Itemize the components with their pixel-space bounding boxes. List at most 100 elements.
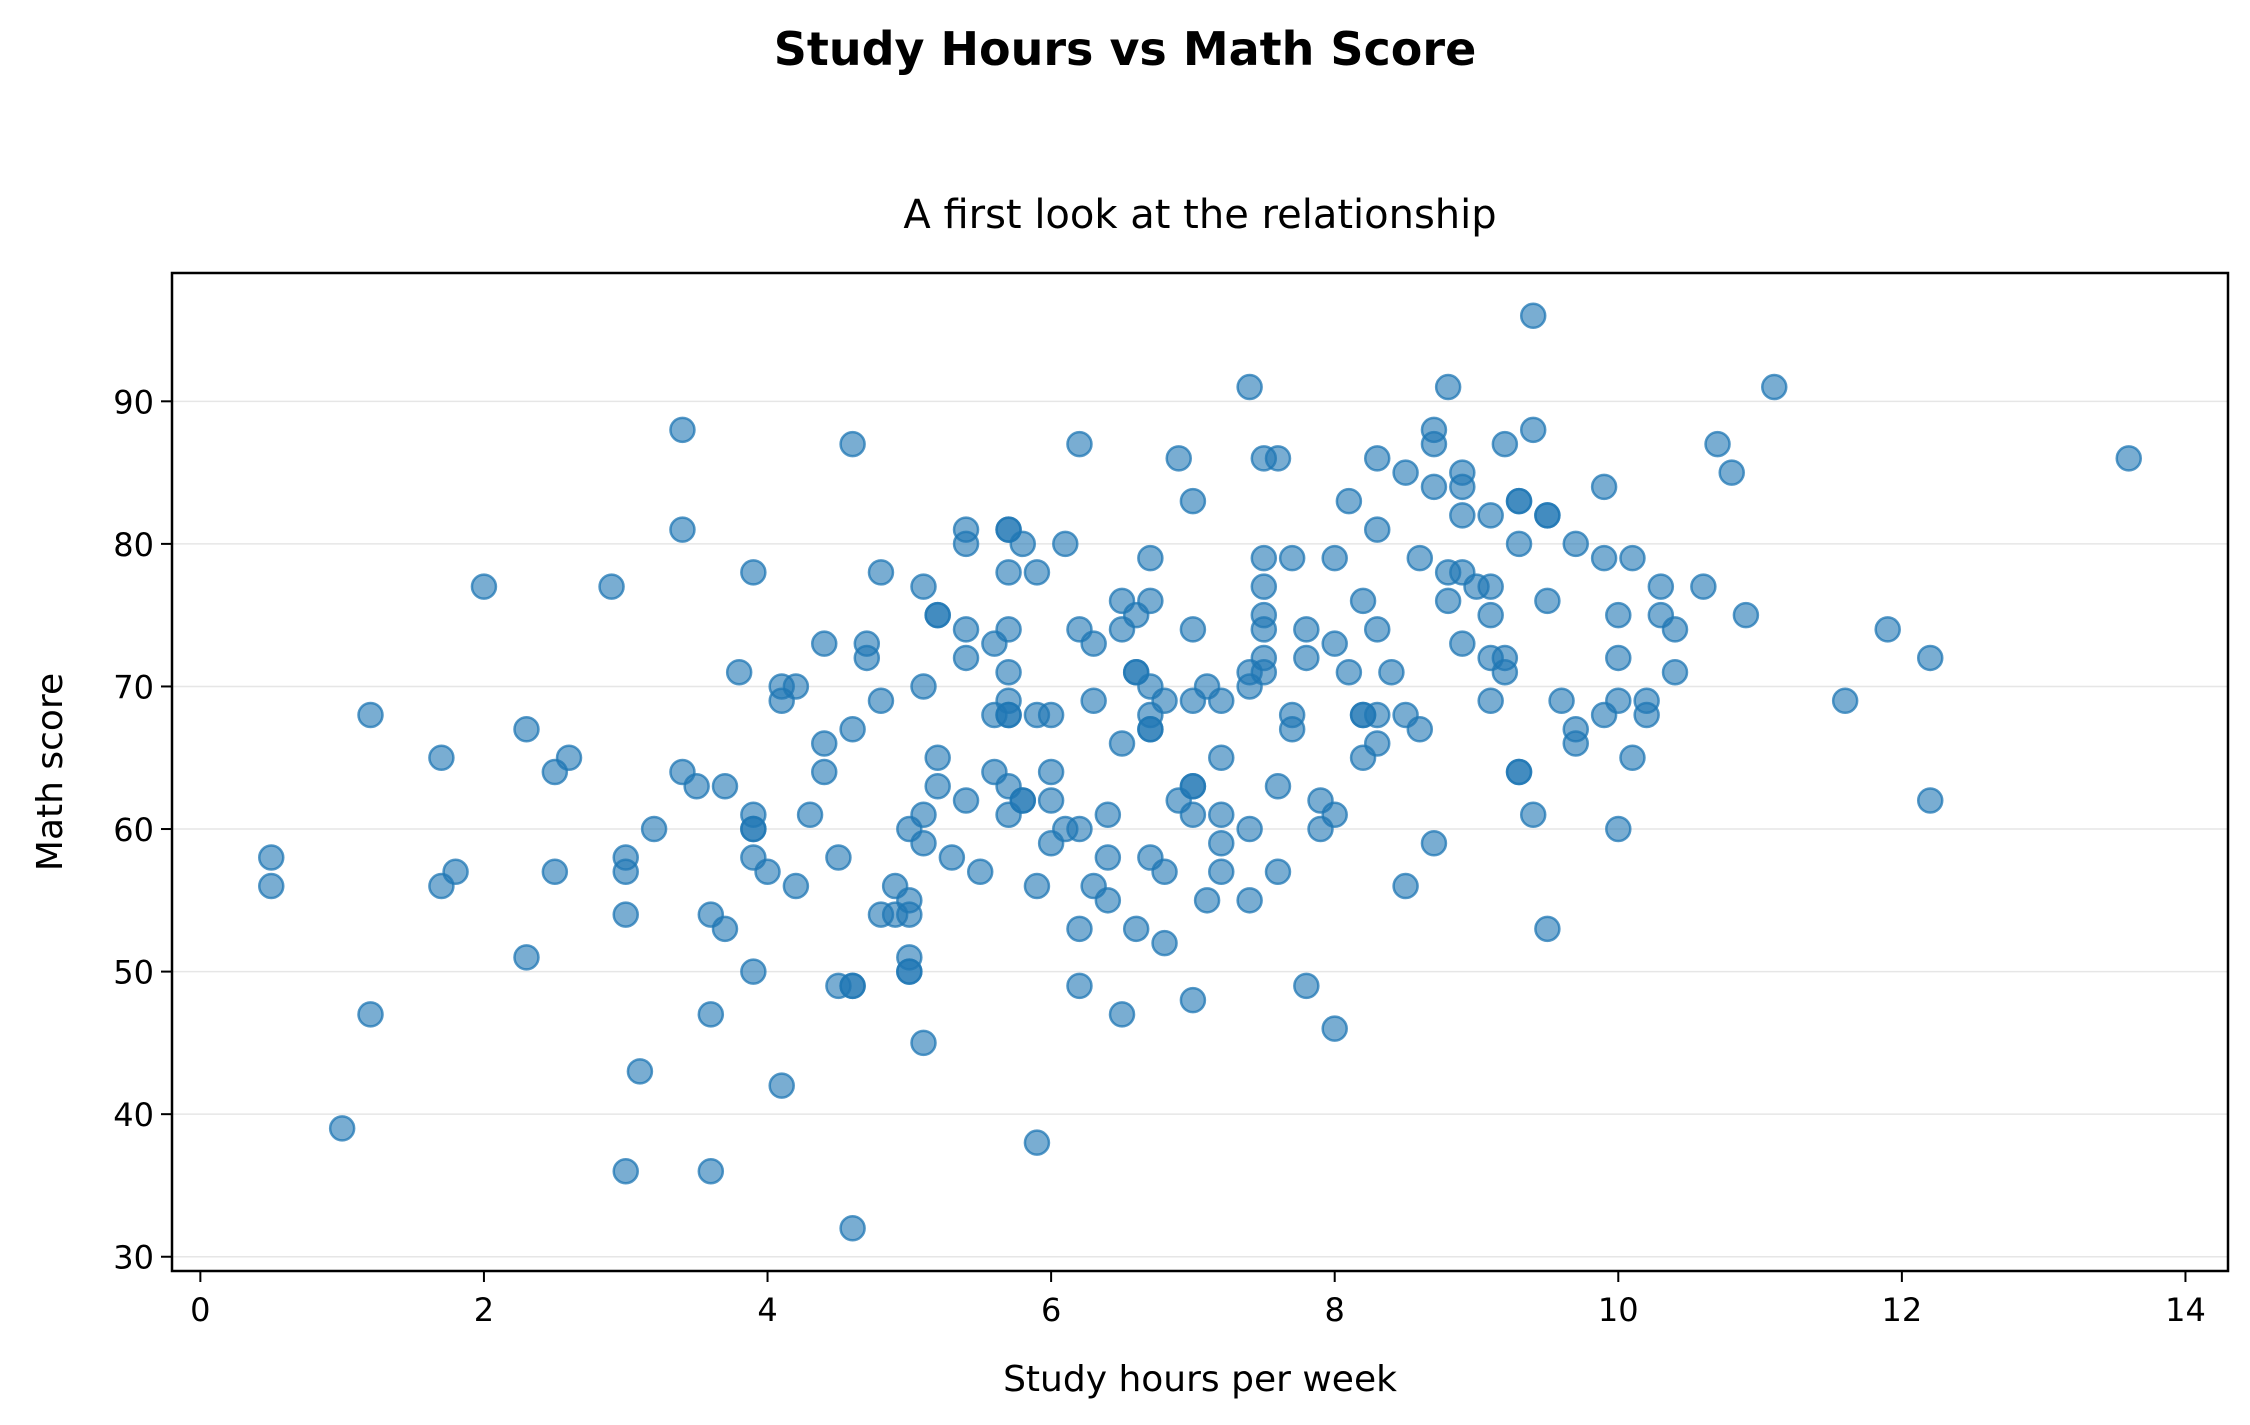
data-point [1392,459,1419,486]
x-tick-label: 8 [1325,1291,1345,1329]
data-point [640,815,668,843]
data-point [1434,587,1462,615]
data-point [910,1029,937,1057]
chart-title: A first look at the relationship [903,192,1496,238]
data-point [1052,530,1079,558]
data-point [1250,658,1278,686]
data-point [669,416,696,444]
data-point [1491,658,1519,686]
data-point [669,516,696,543]
data-point [853,644,881,672]
data-point [1661,658,1689,686]
data-point [1293,616,1320,643]
data-point [1137,587,1164,615]
data-point [1633,701,1660,729]
data-point [1449,502,1476,529]
data-point [1392,872,1419,900]
data-point [1874,616,1901,643]
data-point [910,801,937,829]
data-point [952,644,980,672]
data-point [938,844,966,871]
data-point [1250,573,1278,600]
data-point [867,687,895,714]
data-point [995,701,1022,729]
data-point [598,573,625,600]
data-point [428,744,455,771]
data-point [1208,744,1235,771]
data-point [768,1072,795,1099]
data-point [1151,858,1178,886]
data-point [1236,373,1263,401]
data-point [328,1115,356,1142]
data-point [1066,972,1093,1000]
data-point [1605,687,1632,714]
data-point [1449,473,1476,501]
data-point [442,858,469,886]
x-tick-label: 2 [474,1291,494,1329]
y-tick-label: 60 [113,811,154,849]
data-point [740,815,767,843]
data-point [1363,730,1391,757]
x-axis-ticks: 0 2 4 6 8 10 12 14 [190,1271,2206,1329]
data-point [2115,445,2142,472]
data-point [1534,587,1561,615]
data-point [1505,487,1533,515]
data-point [1080,630,1107,657]
data-point [1704,430,1731,458]
data-point [1094,844,1122,871]
x-tick-label: 14 [2165,1291,2206,1329]
data-point [1179,986,1207,1014]
data-point [1690,573,1717,600]
data-point [1619,544,1646,572]
data-point [1151,929,1178,957]
data-point [952,530,980,558]
data-point [626,1058,654,1085]
data-point [1278,715,1306,743]
data-point [1590,544,1618,572]
data-point [513,715,540,743]
data-point [612,1157,639,1185]
data-point [1151,687,1178,714]
data-point [1647,573,1675,600]
data-point [896,901,923,928]
data-point [1477,687,1504,714]
data-point [1023,559,1051,586]
data-point [1534,502,1561,529]
data-point [754,858,781,886]
data-point [1916,644,1944,672]
x-tick-label: 6 [1041,1291,1061,1329]
data-point [1278,544,1306,572]
data-point [1831,687,1859,714]
data-point [1137,544,1164,572]
data-point [1534,915,1561,943]
data-point [839,430,866,458]
plot-frame [170,271,2230,1273]
data-point [1420,430,1448,458]
data-point [1505,758,1533,786]
y-tick-label: 40 [113,1096,154,1134]
data-point [1023,1129,1051,1156]
data-point [1420,473,1448,501]
data-point [1406,544,1434,572]
data-point [924,744,951,771]
data-point [825,844,852,871]
data-point [1122,915,1150,943]
data-point [995,658,1022,686]
data-point [357,1001,384,1028]
data-point [1916,787,1944,814]
data-point [1590,473,1618,501]
data-point [1236,887,1263,914]
data-point [1009,530,1037,558]
data-point [1250,616,1278,643]
data-point [910,830,937,857]
data-point [810,630,838,657]
data-point [1137,715,1164,743]
data-point [1208,687,1235,714]
gridlines [172,400,2228,1258]
data-point [1605,815,1632,843]
data-point [1080,687,1107,714]
data-point [1420,830,1448,857]
data-point [1208,801,1235,829]
data-point [839,1214,866,1242]
